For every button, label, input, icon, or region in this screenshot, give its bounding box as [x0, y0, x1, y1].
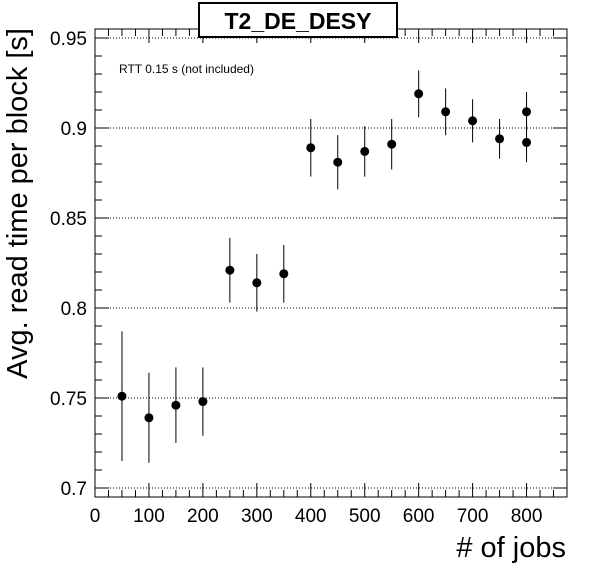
data-point: [441, 107, 451, 117]
title-frame: [198, 2, 398, 38]
tick-labels: 0.7 0.75 0.8 0.85 0.9 0.95 0 100 200 300 400 500 600…: [50, 29, 542, 527]
x-tick-label: 600: [403, 506, 435, 527]
x-tick-label: 0: [90, 506, 101, 527]
y-axis-title: Avg. read time per block [s]: [2, 28, 34, 379]
data-point: [495, 134, 505, 144]
data-point: [225, 265, 235, 275]
data-point: [117, 391, 127, 401]
data-point: [279, 269, 289, 279]
y-tick-label: 0.85: [50, 209, 87, 230]
data-point: [144, 413, 154, 423]
x-tick-label: 100: [133, 506, 165, 527]
data-point: [198, 397, 208, 407]
data-marks: [117, 70, 532, 463]
data-point: [522, 137, 532, 147]
x-tick-label: 700: [457, 506, 489, 527]
x-tick-label: 200: [187, 506, 219, 527]
data-point: [306, 143, 316, 153]
x-axis-title: # of jobs: [456, 532, 566, 564]
annotation-text: RTT 0.15 s (not included): [119, 62, 254, 76]
data-point: [522, 107, 532, 117]
y-tick-label: 0.95: [50, 29, 87, 50]
grid-layer: [95, 37, 567, 489]
data-point: [333, 157, 343, 167]
chart-title: T2_DE_DESY: [224, 8, 371, 34]
data-point: [387, 139, 397, 149]
y-tick-label: 0.8: [61, 299, 87, 320]
data-point: [360, 146, 370, 156]
y-tick-label: 0.75: [50, 389, 87, 410]
data-point: [414, 89, 424, 99]
minor-ticks: [95, 29, 567, 497]
y-tick-label: 0.7: [61, 479, 87, 500]
x-tick-label: 500: [349, 506, 381, 527]
x-tick-label: 800: [511, 506, 543, 527]
y-tick-label: 0.9: [61, 119, 87, 140]
data-point: [171, 400, 181, 410]
data-point: [252, 278, 262, 288]
x-tick-label: 300: [241, 506, 273, 527]
data-point: [468, 116, 478, 126]
title-box: T2_DE_DESY: [198, 2, 398, 38]
x-tick-label: 400: [295, 506, 327, 527]
